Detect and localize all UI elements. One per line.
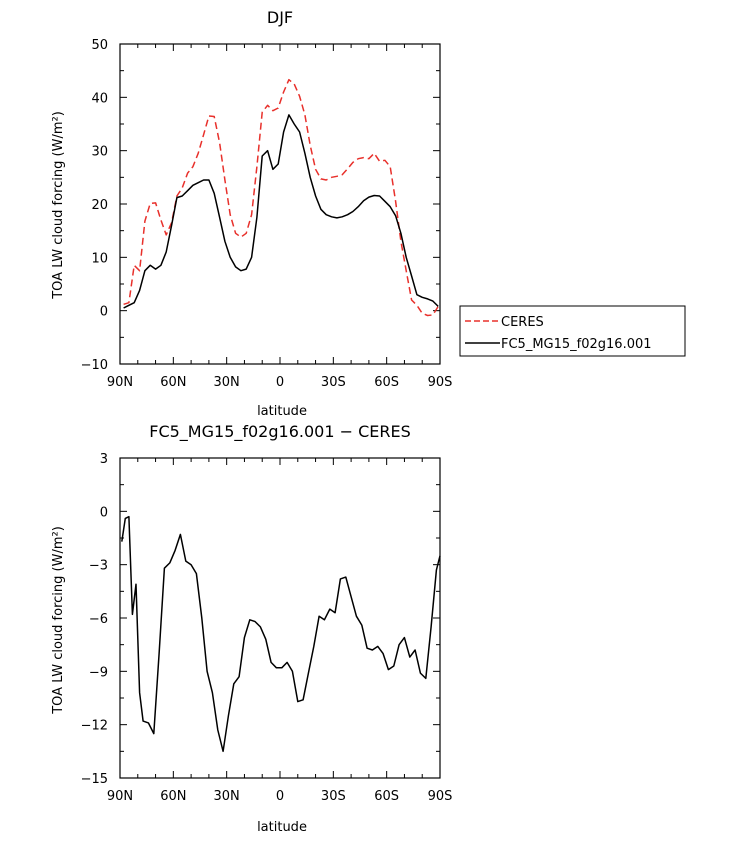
panel2-xtick-label: 90N [107, 789, 133, 804]
panel1-ytick-label: 50 [91, 38, 108, 53]
panel1-ytick-label: −10 [81, 358, 108, 373]
panel1-ytick-label: 20 [91, 198, 108, 213]
panel-djf: DJF −10 0 10 20 30 40 50 90N 60N 30N 0 30S 60S 90S la… [51, 8, 686, 419]
panel1-xtick-label: 30S [321, 375, 346, 390]
panel1-frame [119, 43, 441, 365]
panel2-ytick-label: 3 [100, 452, 108, 467]
panel2-xtick-label: 30S [321, 789, 346, 804]
panel2-ytick-label: −9 [89, 665, 108, 680]
panel2-xtick-label: 60S [374, 789, 399, 804]
panel2-xtick-label: 90S [428, 789, 453, 804]
panel1-ylabel: TOA LW cloud forcing (W/m²) [51, 111, 66, 300]
panel2-ytick-label: −15 [81, 772, 108, 787]
panel1-axes: −10 0 10 20 30 40 50 90N 60N 30N 0 30S 60S 90S [81, 38, 453, 390]
panel2-xtick-label: 30N [214, 789, 240, 804]
panel1-xlabel: latitude [257, 404, 307, 419]
panel2-xtick-label: 60N [160, 789, 186, 804]
panel1-ytick-label: 10 [91, 251, 108, 266]
panel1-xtick-label: 90N [107, 375, 133, 390]
panel1-xtick-label: 60S [374, 375, 399, 390]
panel2-ytick-label: 0 [100, 505, 108, 520]
legend-ceres-label: CERES [501, 315, 544, 330]
panel1-series [123, 78, 439, 317]
panel1-xtick-label: 90S [428, 375, 453, 390]
panel1-ytick-label: 30 [91, 145, 108, 160]
panel2-frame [119, 457, 441, 779]
legend-frame [459, 305, 686, 357]
panel2-xtick-label: 0 [276, 789, 284, 804]
panel1-xtick-label: 60N [160, 375, 186, 390]
panel2-ytick-label: −6 [89, 612, 108, 627]
panel1-ytick-label: 0 [100, 305, 108, 320]
panel2-series [121, 515, 441, 753]
panel1-title: DJF [267, 8, 293, 27]
panel2-axes: −15 −12 −9 −6 −3 0 3 90N 60N 30N 0 30S 60S 90S [81, 452, 453, 804]
panel1-ytick-label: 40 [91, 91, 108, 106]
panel2-xlabel: latitude [257, 820, 307, 835]
panel2-series-difference-line [121, 515, 441, 753]
panel-difference: FC5_MG15_f02g16.001 − CERES −15 −12 −9 −6 −3… [51, 422, 452, 835]
panel2-ytick-label: −3 [89, 559, 108, 574]
panel1-xtick-label: 0 [276, 375, 284, 390]
panel2-title: FC5_MG15_f02g16.001 − CERES [149, 422, 411, 442]
panel2-ylabel: TOA LW cloud forcing (W/m²) [51, 526, 66, 715]
legend: CERES FC5_MG15_f02g16.001 [459, 305, 686, 357]
panel1-xtick-label: 30N [214, 375, 240, 390]
panel1-series-ceres-line [123, 78, 439, 317]
panel2-ytick-label: −12 [81, 719, 108, 734]
legend-model-label: FC5_MG15_f02g16.001 [501, 337, 652, 352]
panel1-series-model-line [123, 114, 439, 309]
